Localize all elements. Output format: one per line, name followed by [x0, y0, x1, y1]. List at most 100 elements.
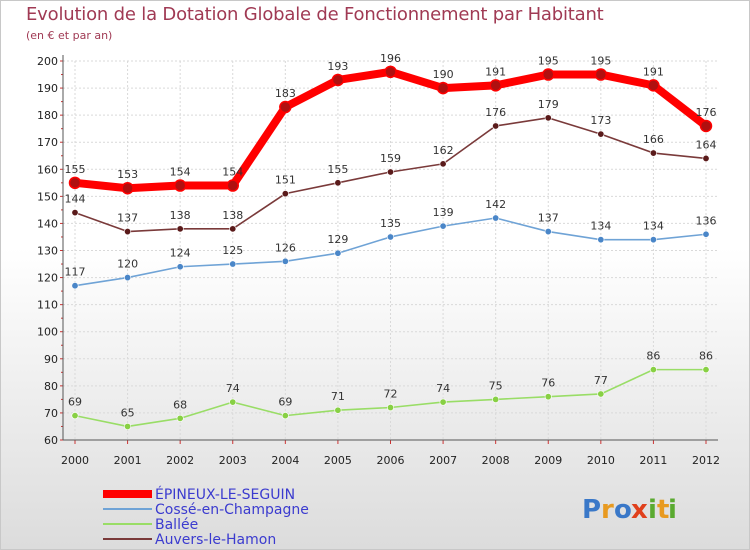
data-point-auvers-le-hamon [176, 225, 184, 233]
data-label-cosse-en-champagne: 126 [275, 241, 296, 254]
data-point-cosse-en-champagne [229, 260, 237, 268]
data-label-ballee: 77 [594, 374, 608, 387]
y-tick-label: 120 [37, 272, 58, 285]
data-label-cosse-en-champagne: 129 [327, 233, 348, 246]
data-point-auvers-le-hamon [544, 114, 552, 122]
data-label-ballee: 68 [173, 398, 187, 411]
data-label-cosse-en-champagne: 134 [643, 220, 664, 233]
data-label-cosse-en-champagne: 137 [538, 212, 559, 225]
data-point-epineux-le-seguin [384, 65, 397, 79]
y-tick-label: 100 [37, 326, 58, 339]
data-point-cosse-en-champagne [124, 274, 132, 282]
data-label-ballee: 71 [331, 390, 345, 403]
data-label-cosse-en-champagne: 136 [696, 214, 717, 227]
data-label-epineux-le-seguin: 190 [433, 68, 454, 81]
data-point-cosse-en-champagne [597, 236, 605, 244]
data-point-cosse-en-champagne [281, 257, 289, 265]
data-point-ballee [229, 398, 237, 406]
x-tick-label: 2010 [587, 454, 615, 467]
data-labels: 117 120 124 125 126 129 135 139 142 137 134 134 136 6… [65, 52, 717, 420]
data-label-ballee: 75 [489, 379, 503, 392]
data-label-epineux-le-seguin: 191 [485, 65, 506, 78]
data-point-ballee [492, 395, 500, 403]
data-point-ballee [649, 366, 657, 374]
data-label-ballee: 65 [121, 406, 135, 419]
data-point-auvers-le-hamon [124, 228, 132, 236]
chart-subtitle: (en € et par an) [26, 29, 113, 42]
data-label-epineux-le-seguin: 176 [696, 106, 717, 119]
logo-letter: i [648, 495, 657, 525]
data-label-epineux-le-seguin: 183 [275, 87, 296, 100]
data-point-cosse-en-champagne [492, 214, 500, 222]
data-point-ballee [702, 366, 710, 374]
data-point-cosse-en-champagne [71, 282, 79, 290]
data-point-epineux-le-seguin [173, 179, 187, 192]
data-label-ballee: 76 [541, 377, 555, 390]
legend-label-epineux-le-seguin: ÉPINEUX-LE-SEGUIN [155, 486, 295, 503]
data-point-epineux-le-seguin [594, 68, 608, 81]
data-point-cosse-en-champagne [439, 222, 447, 230]
data-point-epineux-le-seguin [279, 100, 292, 114]
logo-letter: o [614, 495, 632, 525]
data-point-epineux-le-seguin [489, 79, 502, 92]
data-point-cosse-en-champagne [386, 233, 394, 241]
data-point-cosse-en-champagne [176, 263, 184, 271]
x-tick-label: 2011 [639, 454, 667, 467]
data-point-auvers-le-hamon [281, 190, 289, 198]
y-tick-label: 140 [37, 217, 58, 230]
data-label-cosse-en-champagne: 135 [380, 217, 401, 230]
data-label-auvers-le-hamon: 179 [538, 98, 559, 111]
data-label-ballee: 72 [384, 388, 398, 401]
data-point-epineux-le-seguin [226, 179, 239, 192]
x-tick-label: 2012 [692, 454, 720, 467]
data-point-epineux-le-seguin [436, 81, 450, 95]
data-point-ballee [124, 422, 132, 430]
data-label-auvers-le-hamon: 144 [65, 193, 86, 206]
x-tick-label: 2009 [534, 454, 562, 467]
legend-label-ballee: Ballée [155, 517, 198, 533]
data-point-epineux-le-seguin [331, 73, 345, 87]
data-point-ballee [544, 393, 552, 401]
data-point-auvers-le-hamon [702, 154, 710, 162]
data-label-epineux-le-seguin: 154 [170, 166, 191, 179]
data-point-auvers-le-hamon [386, 168, 394, 176]
data-label-auvers-le-hamon: 138 [170, 209, 191, 222]
x-tick-label: 2007 [429, 454, 457, 467]
data-point-epineux-le-seguin [121, 181, 134, 195]
logo-letter: i [668, 495, 677, 525]
data-point-epineux-le-seguin [542, 68, 555, 81]
data-point-ballee [176, 414, 184, 422]
data-label-epineux-le-seguin: 154 [222, 166, 243, 179]
data-point-auvers-le-hamon [71, 209, 79, 217]
data-label-ballee: 74 [436, 382, 450, 395]
data-label-epineux-le-seguin: 191 [643, 65, 664, 78]
y-tick-label: 200 [37, 55, 58, 68]
logo-letter: r [601, 495, 614, 525]
data-label-epineux-le-seguin: 193 [327, 60, 348, 73]
data-label-cosse-en-champagne: 139 [433, 206, 454, 219]
data-label-ballee: 86 [646, 350, 660, 363]
y-tick-label: 160 [37, 163, 58, 176]
data-label-auvers-le-hamon: 155 [327, 163, 348, 176]
data-label-auvers-le-hamon: 151 [275, 174, 296, 187]
data-point-ballee [334, 406, 342, 414]
x-tick-label: 2001 [114, 454, 142, 467]
y-tick-label: 190 [37, 82, 58, 95]
data-point-ballee [597, 390, 605, 398]
data-label-ballee: 69 [68, 396, 82, 409]
data-label-cosse-en-champagne: 120 [117, 258, 138, 271]
data-point-epineux-le-seguin [68, 176, 82, 190]
data-label-epineux-le-seguin: 196 [380, 52, 401, 65]
data-label-auvers-le-hamon: 162 [433, 144, 454, 157]
data-point-auvers-le-hamon [334, 179, 342, 187]
data-label-auvers-le-hamon: 164 [696, 138, 717, 151]
y-tick-label: 130 [37, 245, 58, 258]
data-label-auvers-le-hamon: 137 [117, 212, 138, 225]
data-label-epineux-le-seguin: 155 [65, 163, 86, 176]
data-point-auvers-le-hamon [229, 225, 237, 233]
data-label-cosse-en-champagne: 142 [485, 198, 506, 211]
legend: ÉPINEUX-LE-SEGUINCossé-en-ChampagneBallé… [103, 486, 309, 548]
data-point-ballee [386, 404, 394, 412]
